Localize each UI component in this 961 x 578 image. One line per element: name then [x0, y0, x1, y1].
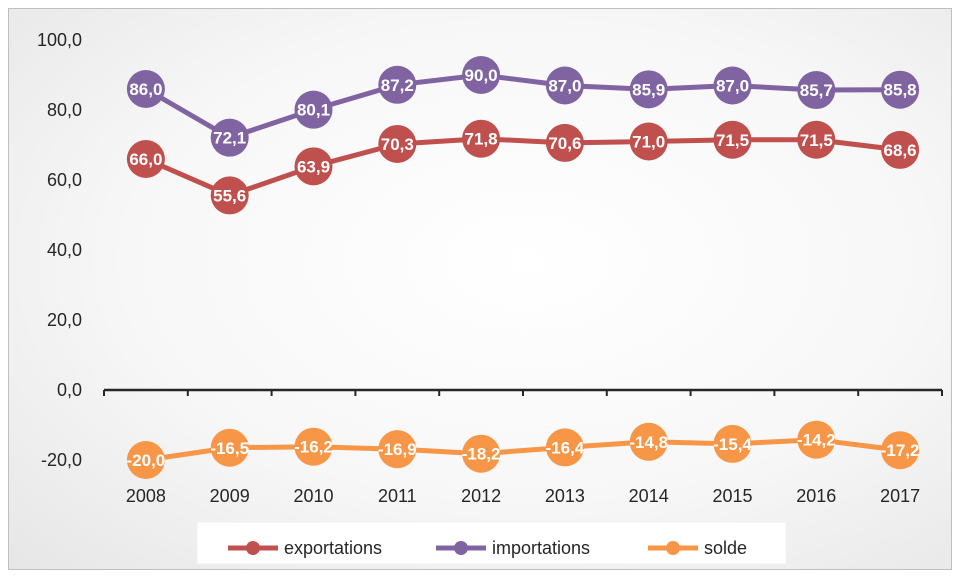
- x-tick-label: 2013: [545, 486, 585, 506]
- y-tick-label: 60,0: [47, 170, 82, 190]
- data-point: [126, 441, 165, 479]
- x-axis: 2008 2009 2010 2011 2012 2013 2014 2015 2016 2017: [103, 388, 943, 506]
- data-label: -16,5: [210, 439, 249, 458]
- legend-item-exportations: exportations: [228, 538, 382, 558]
- y-tick-label: 80,0: [47, 100, 82, 120]
- data-point: [629, 422, 668, 461]
- data-point: [210, 428, 249, 467]
- data-point: [881, 130, 920, 169]
- x-tick-label: 2011: [378, 486, 417, 506]
- x-tick-label: 2017: [880, 486, 920, 506]
- data-point: [462, 119, 501, 158]
- legend-box: [196, 521, 787, 565]
- data-label: 85,8: [884, 81, 917, 100]
- data-label: -18,2: [462, 445, 501, 464]
- data-label: 70,6: [548, 134, 581, 153]
- data-point: [713, 66, 752, 105]
- data-label: 90,0: [465, 66, 498, 85]
- data-point: [294, 147, 333, 186]
- data-point: [797, 420, 836, 459]
- data-point: [126, 70, 165, 108]
- data-label: 55,6: [213, 186, 246, 205]
- y-tick-label: 20,0: [47, 310, 82, 330]
- legend-label: importations: [492, 538, 590, 558]
- data-point: [545, 66, 584, 105]
- legend-marker: [246, 541, 260, 555]
- data-point: [210, 118, 249, 157]
- data-point: [294, 90, 333, 129]
- legend-item-importations: importations: [436, 538, 590, 558]
- data-point: [294, 427, 333, 466]
- y-tick-label: 0,0: [57, 380, 82, 400]
- data-point: [378, 430, 417, 469]
- data-label: 87,2: [381, 76, 414, 95]
- data-point: [545, 123, 584, 162]
- series-layer: 66,0 55,6 63,9 70,3 71,8 70,6 71,0 71,5 71,5 68,6…: [126, 56, 920, 479]
- series-line: [144, 136, 901, 198]
- data-label: -20,0: [127, 451, 166, 470]
- data-label: 71,5: [800, 131, 833, 150]
- data-label: 72,1: [213, 129, 246, 148]
- data-point: [881, 431, 920, 470]
- series-solde: -20,0 -16,5 -16,2 -16,9 -18,2 -16,4 -14,8 -15,4…: [126, 420, 920, 479]
- series-line: [145, 437, 901, 463]
- data-point: [713, 424, 752, 463]
- data-label: 80,1: [297, 101, 330, 120]
- data-label: -16,2: [294, 438, 333, 457]
- data-point: [881, 70, 920, 109]
- data-label: 66,0: [129, 150, 162, 169]
- data-point: [629, 122, 668, 161]
- data-point: [629, 70, 668, 109]
- legend: exportations importations solde: [196, 521, 787, 565]
- x-tick-label: 2015: [712, 486, 752, 506]
- data-point: [797, 120, 836, 159]
- x-tick-label: 2008: [126, 486, 166, 506]
- data-label: -15,4: [713, 435, 752, 454]
- data-label: 70,3: [381, 135, 414, 154]
- data-label: 87,0: [548, 77, 581, 96]
- data-point: [713, 120, 752, 159]
- data-point: [378, 65, 417, 104]
- data-label: -14,8: [629, 433, 668, 452]
- x-tick-label: 2014: [629, 486, 669, 506]
- data-label: 85,9: [632, 80, 665, 99]
- legend-label: exportations: [284, 538, 382, 558]
- x-tick-label: 2010: [293, 486, 333, 506]
- legend-label: solde: [704, 538, 747, 558]
- data-point: [462, 56, 501, 94]
- legend-item-solde: solde: [648, 538, 747, 558]
- y-tick-label: 100,0: [37, 30, 82, 50]
- data-label: -17,2: [881, 441, 920, 460]
- data-label: 71,5: [716, 131, 749, 150]
- data-point: [126, 140, 165, 178]
- data-point: [210, 176, 249, 215]
- legend-marker: [454, 541, 468, 555]
- series-line: [144, 72, 901, 141]
- data-label: 68,6: [884, 141, 917, 160]
- x-tick-label: 2012: [461, 486, 501, 506]
- data-label: -16,4: [546, 438, 585, 457]
- data-point: [545, 428, 584, 467]
- y-tick-label: 40,0: [47, 240, 82, 260]
- y-axis: -20,0 0,0 20,0 40,0 60,0 80,0 100,0: [37, 30, 82, 470]
- data-label: 87,0: [716, 77, 749, 96]
- data-point: [462, 434, 501, 473]
- data-label: 63,9: [297, 157, 330, 176]
- data-label: 85,7: [800, 81, 833, 100]
- y-tick-label: -20,0: [41, 450, 82, 470]
- data-label: 86,0: [129, 80, 162, 99]
- data-point: [378, 124, 417, 163]
- x-tick-label: 2009: [210, 486, 250, 506]
- x-tick-label: 2016: [796, 486, 836, 506]
- data-point: [797, 71, 836, 110]
- series-importations: 86,0 72,1 80,1 87,2 90,0 87,0 85,9 87,0 85,7 85,8: [126, 56, 920, 157]
- data-label: -14,2: [797, 431, 836, 450]
- data-label: -16,9: [378, 440, 417, 459]
- legend-marker: [666, 541, 680, 555]
- data-label: 71,8: [465, 130, 498, 149]
- series-exportations: 66,0 55,6 63,9 70,3 71,8 70,6 71,0 71,5 71,5 68,6: [126, 119, 920, 215]
- data-label: 71,0: [632, 133, 665, 152]
